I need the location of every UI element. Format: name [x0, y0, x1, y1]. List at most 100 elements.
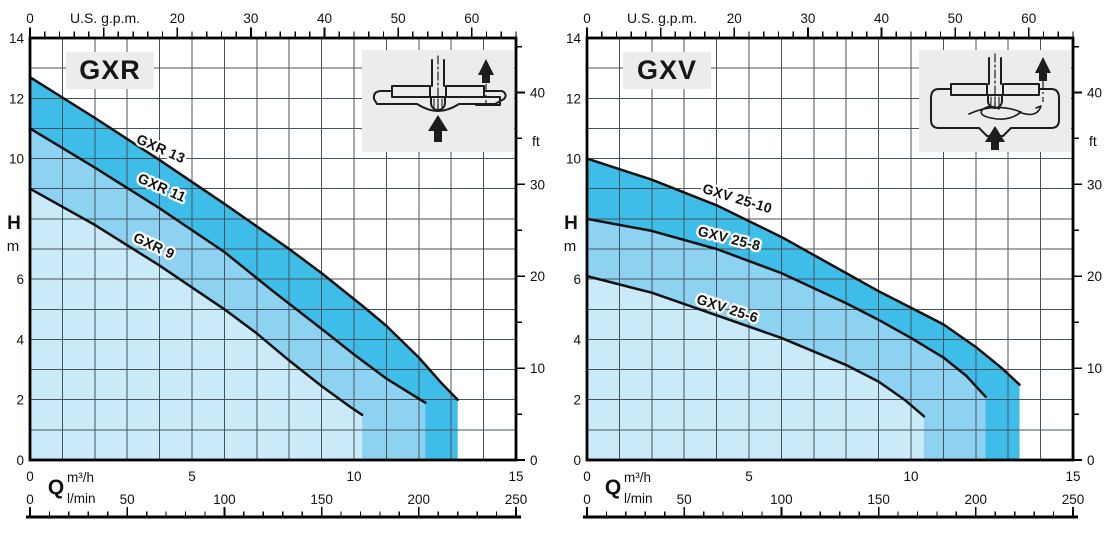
axis-label: 10 [903, 469, 918, 484]
head-axis-unit: m [7, 238, 20, 255]
gpm-axis [29, 27, 517, 38]
chart-title-gxv: GXV [623, 52, 711, 89]
area-band-gxr-9 [30, 188, 363, 460]
axis-label: 15 [1065, 469, 1080, 484]
axis-label: 6 [16, 272, 24, 287]
axis-label: 200 [408, 492, 431, 507]
curve-gxr-9 [28, 187, 364, 417]
area-band-gxv-25-6 [587, 276, 924, 460]
axis-label: 0 [16, 453, 24, 468]
flow-arrows [985, 57, 1051, 150]
axes-and-ticks: 0 20 30 40 50 60U.S. g.p.m.010203040ft0246101… [7, 10, 545, 519]
axis-label: 30 [1087, 177, 1102, 192]
axis-label: 40 [1087, 85, 1102, 100]
pump-cross-section-drawing [930, 53, 1060, 150]
flow-axis-symbol: Q [605, 476, 621, 499]
flow-axis-symbol: Q [48, 476, 64, 499]
axis-label: 30 [800, 11, 815, 26]
pump-cross-section-drawing [372, 55, 507, 142]
head-axis-symbol: H [564, 213, 578, 234]
head-axis-unit: m [564, 238, 577, 255]
axis-label: 60 [464, 11, 479, 26]
axis-label: 250 [1062, 492, 1085, 507]
axis-label: 4 [16, 332, 24, 347]
axis-label: 0 [583, 469, 591, 484]
axis-label: 0 [573, 453, 581, 468]
ft-axis [516, 45, 525, 461]
axis-label: 100 [213, 492, 236, 507]
axis-label: 30 [243, 11, 258, 26]
pump-curves [585, 157, 1021, 418]
curve-gxr-11 [28, 127, 427, 404]
axis-label: 40 [874, 11, 889, 26]
axis-label: 20 [530, 269, 545, 284]
gxr-plot-svg: 0 20 30 40 50 60U.S. g.p.m.010203040ft0246101… [7, 10, 545, 519]
grid-lines [587, 38, 1073, 460]
axes-and-ticks: 0 20 30 40 50 60U.S. g.p.m.010203040ft0246101… [564, 10, 1102, 519]
gpm-axis-title: U.S. g.p.m. [627, 10, 697, 26]
flow-axis-unit-m3h: m³/h [67, 470, 94, 485]
axis-label: 10 [346, 469, 361, 484]
pump-curves [28, 75, 459, 417]
curve-gxv-25-8 [585, 217, 987, 398]
axis-label: 200 [965, 492, 988, 507]
axis-label: 0 [26, 492, 34, 507]
axis-label: 0 [530, 453, 538, 468]
axis-label: 20 [1087, 269, 1102, 284]
axis-label: 50 [120, 492, 135, 507]
axis-label: 12 [9, 91, 24, 106]
head-axis-symbol: H [7, 213, 21, 234]
axis-label: 10 [530, 361, 545, 376]
pump-section-icon-gxv [919, 50, 1071, 152]
flow-arrows [428, 59, 494, 142]
flow-axis-unit-m3h: m³/h [624, 470, 651, 485]
axis-label: 50 [391, 11, 406, 26]
axis-label: 14 [566, 31, 582, 46]
gpm-axis-title: U.S. g.p.m. [70, 10, 140, 26]
lmin-ruler [583, 507, 1078, 519]
curve-gxr-13 [28, 75, 459, 401]
axis-label: 0 [26, 11, 34, 26]
axis-label: 40 [317, 11, 332, 26]
axis-label: 30 [530, 177, 545, 192]
axis-label: 40 [530, 85, 545, 100]
gxv-plot-svg: 0 20 30 40 50 60U.S. g.p.m.010203040ft0246101… [564, 10, 1102, 519]
axis-label: 150 [867, 492, 890, 507]
ft-axis-title: ft [1089, 133, 1097, 149]
axis-label: 10 [9, 152, 24, 167]
axis-label: 0 [1087, 453, 1095, 468]
chart-title-gxr: GXR [66, 52, 154, 89]
pump-section-icon-gxr [362, 50, 514, 152]
axis-label: 0 [583, 11, 591, 26]
axis-label: 100 [770, 492, 793, 507]
axis-label: 20 [170, 11, 185, 26]
axis-label: 4 [573, 332, 581, 347]
axis-label: 5 [188, 469, 196, 484]
axis-label: 2 [16, 393, 24, 408]
axis-label: 250 [505, 492, 528, 507]
axis-label: 6 [573, 272, 581, 287]
axis-label: 60 [1021, 11, 1036, 26]
axis-label: 2 [573, 393, 581, 408]
axis-label: 12 [566, 91, 581, 106]
chart-panel-gxr: 0 20 30 40 50 60 U.S. g.p.m. 0 10 20 30 40 ft 0 2 4 6 10 1… [0, 0, 556, 537]
axis-label: 50 [948, 11, 963, 26]
axis-label: 10 [1087, 361, 1102, 376]
axis-label: 10 [566, 152, 581, 167]
axis-label: 15 [508, 469, 523, 484]
flow-axis-unit-lmin: l/min [67, 491, 96, 506]
chart-panel-gxv: 0 20 30 40 50 60 U.S. g.p.m. 0 10 20 30 40 ft 0 2 4 6 10 1… [557, 0, 1113, 537]
axis-label: 50 [677, 492, 692, 507]
gpm-axis [586, 27, 1074, 38]
curve-gxv-25-6 [585, 274, 926, 418]
axis-label: 5 [745, 469, 753, 484]
axis-label: 150 [310, 492, 333, 507]
lmin-ruler [26, 507, 521, 519]
axis-label: 14 [9, 31, 25, 46]
axis-label: 20 [727, 11, 742, 26]
curve-gxv-25-10 [585, 157, 1021, 386]
flow-axis-unit-lmin: l/min [624, 491, 653, 506]
axis-label: 0 [583, 492, 591, 507]
ft-axis-title: ft [532, 133, 540, 149]
